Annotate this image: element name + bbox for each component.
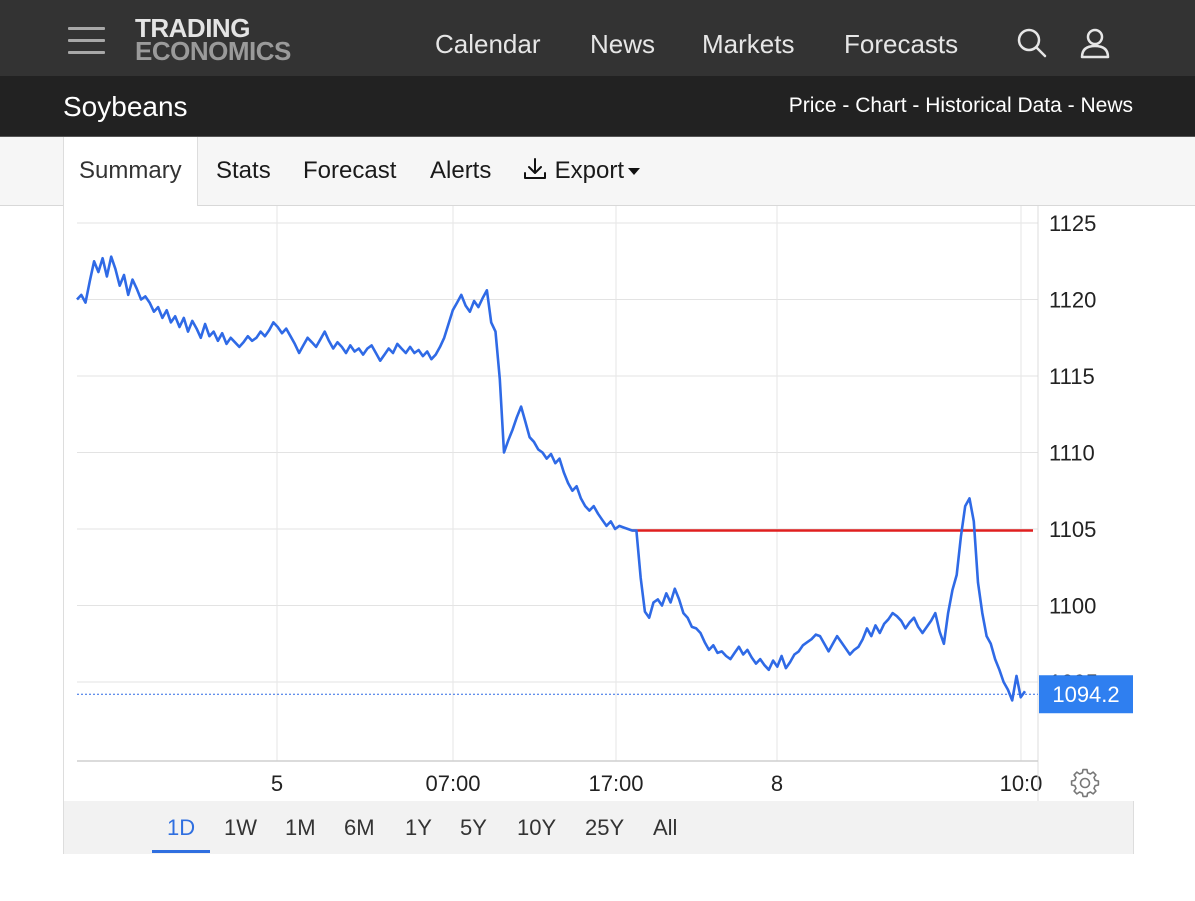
tab-summary[interactable]: Summary [63,137,198,206]
range-6m[interactable]: 6M [344,815,375,840]
range-1w[interactable]: 1W [224,815,257,840]
gear-icon[interactable] [1070,768,1100,798]
x-tick-label: 10:0 [1000,771,1043,796]
x-tick-label: 5 [271,771,283,796]
y-tick-label: 1100 [1049,594,1096,619]
last-price-label: 1094.2 [1052,682,1119,707]
chevron-down-icon [628,168,641,176]
y-tick-label: 1105 [1049,517,1096,542]
range-10y[interactable]: 10Y [517,815,557,840]
link-news[interactable]: News [1080,94,1133,117]
y-tick-label: 1120 [1049,288,1096,313]
range-1d[interactable]: 1D [167,815,196,840]
tab-export[interactable]: Export [522,137,641,205]
tab-alerts[interactable]: Alerts [430,157,492,184]
x-tick-label: 8 [771,771,783,796]
last-price-badge [1039,675,1133,714]
range-1y[interactable]: 1Y [405,815,432,840]
y-tick-label: 1115 [1049,364,1095,389]
chart-panel: 1095110011051110111511201125507:0017:008… [63,206,1134,854]
range-25y[interactable]: 25Y [585,815,625,840]
menu-icon[interactable] [68,27,105,55]
sub-links: Price - Chart - Historical Data - News [789,93,1133,119]
range-selector: 1D 1W 1M 6M 1Y 5Y 10Y 25Y All [63,801,1134,854]
price-chart[interactable]: 1095110011051110111511201125507:0017:008… [63,206,1133,801]
y-tick-label: 1125 [1049,211,1096,236]
link-price[interactable]: Price [788,94,837,117]
nav-forecasts[interactable]: Forecasts [844,29,959,59]
range-5y[interactable]: 5Y [460,815,487,840]
logo-line2: ECONOMICS [135,36,291,66]
page-header: Soybeans Price - Chart - Historical Data… [0,76,1195,137]
tab-forecast[interactable]: Forecast [303,157,397,184]
range-all[interactable]: All [653,815,678,840]
logo-line1: TRADING [135,13,250,43]
price-line [76,255,1027,702]
link-separator: - [1061,94,1081,117]
y-tick-label: 1110 [1049,441,1095,466]
download-icon [524,158,546,179]
link-historical-data[interactable]: Historical Data [925,94,1062,117]
page-title: Soybeans [63,91,188,122]
nav-news[interactable]: News [590,29,656,59]
logo[interactable]: TRADING ECONOMICS [135,13,291,66]
top-navbar: TRADING ECONOMICS Calendar News Markets … [0,0,1195,76]
x-tick-label: 07:00 [425,771,480,796]
tab-stats[interactable]: Stats [216,157,271,184]
link-separator: - [836,94,856,117]
range-1m[interactable]: 1M [285,815,316,840]
x-tick-label: 17:00 [588,771,643,796]
user-icon[interactable] [1079,27,1111,59]
tab-bar: Summary Stats Forecast Alerts Export [0,137,1195,206]
active-range-indicator [152,850,210,853]
export-label: Export [554,157,625,184]
link-separator: - [906,94,926,117]
nav-calendar[interactable]: Calendar [435,29,541,59]
link-chart[interactable]: Chart [855,94,907,117]
nav-markets[interactable]: Markets [702,29,795,59]
search-icon[interactable] [1016,27,1048,59]
